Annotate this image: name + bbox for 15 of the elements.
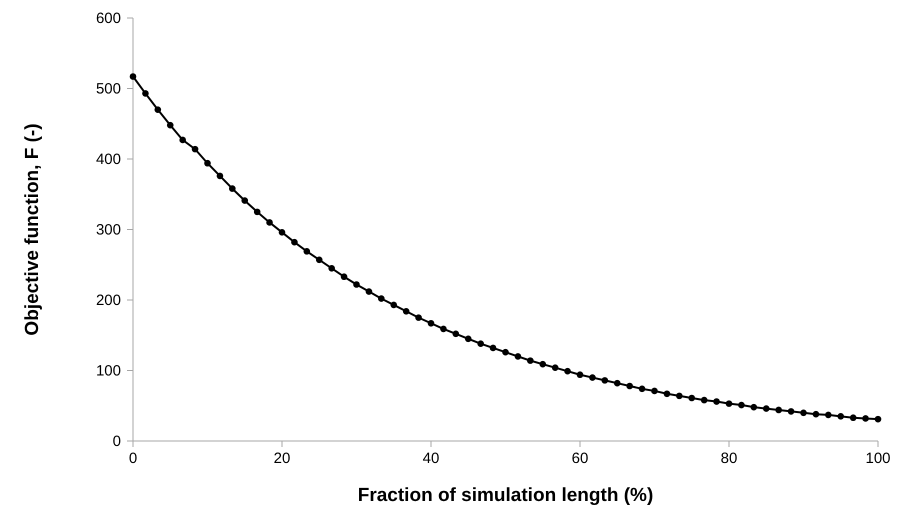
x-tick-label: 40 [422, 450, 440, 467]
y-tick-label: 0 [112, 433, 121, 450]
x-tick-label: 80 [720, 450, 738, 467]
x-tick-label: 100 [865, 450, 891, 467]
y-tick-label: 500 [96, 80, 121, 98]
x-axis-title: Fraction of simulation length (%) [358, 485, 654, 506]
y-tick-label: 100 [96, 362, 121, 380]
x-tick-label: 0 [128, 450, 138, 467]
x-tick-label: 20 [274, 450, 290, 467]
y-tick-label: 600 [96, 10, 121, 27]
y-tick-label: 300 [96, 222, 121, 238]
x-tick-label: 60 [572, 450, 588, 467]
y-axis-title: Objective function, F (-) [22, 123, 43, 336]
y-tick-label: 400 [96, 151, 121, 168]
y-tick-label: 200 [96, 292, 121, 309]
